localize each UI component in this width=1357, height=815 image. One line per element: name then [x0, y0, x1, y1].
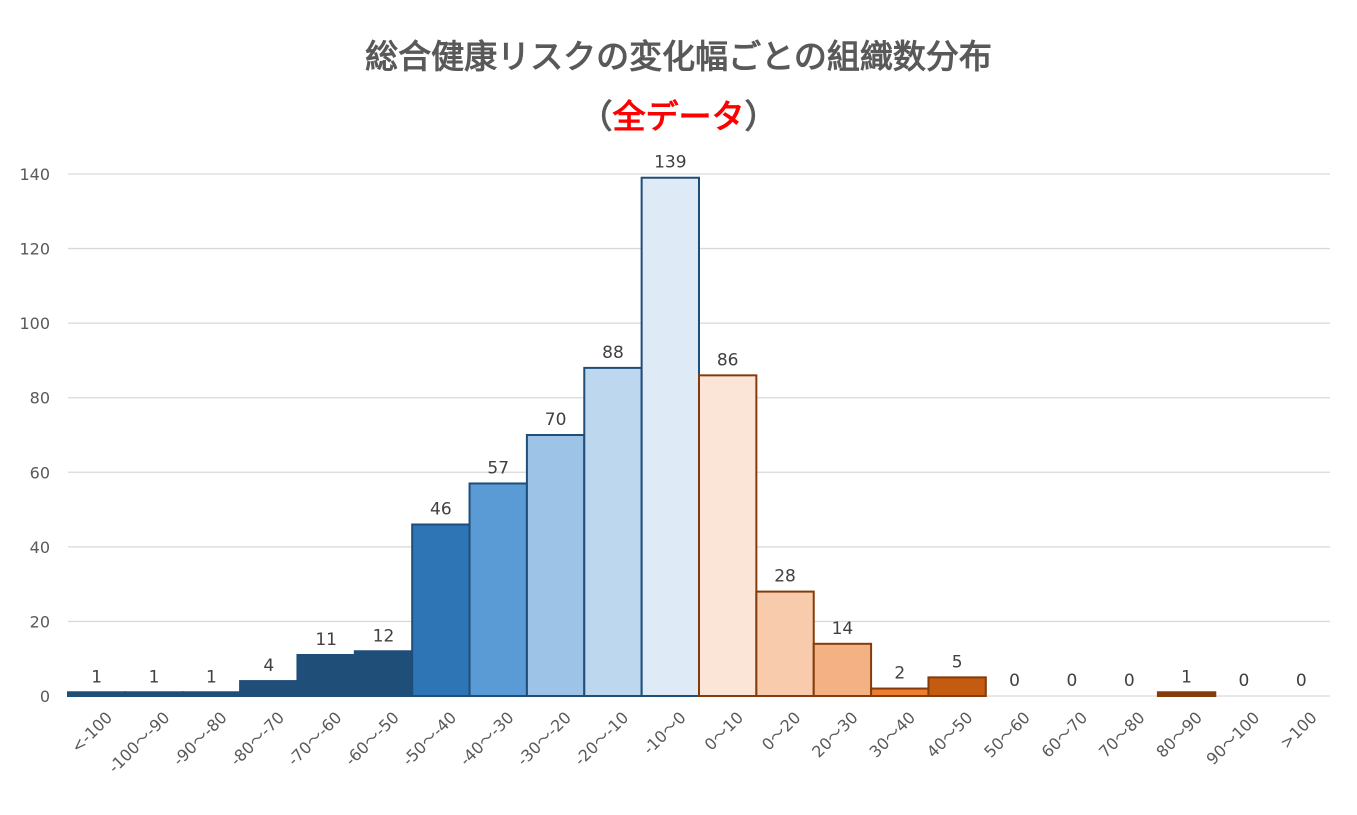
x-tick-label: 30～40	[866, 708, 920, 762]
y-tick-label: 120	[19, 240, 50, 259]
bar	[812, 642, 873, 697]
x-tick-label: -30～-20	[513, 708, 575, 770]
bars	[67, 176, 1217, 698]
y-tick-label: 80	[30, 389, 50, 408]
data-label: 0	[1066, 671, 1077, 691]
data-label: 0	[1009, 671, 1020, 691]
x-tick-label: <-100	[67, 708, 116, 757]
data-label: 1	[1181, 667, 1192, 687]
x-tick-label: -50～-40	[398, 708, 460, 770]
subtitle-highlight: 全データ	[612, 97, 745, 136]
x-tick-label: -40～-30	[456, 708, 518, 770]
data-label: 28	[774, 567, 796, 587]
x-axis-ticks: <-100-100～-90-90～-80-80～-70-70～-60-60～-5…	[67, 708, 1320, 777]
data-label: 1	[206, 667, 217, 687]
data-label: 0	[1296, 671, 1307, 691]
bar	[583, 366, 643, 697]
bar	[698, 374, 758, 697]
x-tick-label: >100	[1276, 708, 1321, 753]
x-tick-label: -20～-10	[571, 708, 633, 770]
x-tick-label: 80～90	[1152, 708, 1206, 762]
bar	[1156, 691, 1217, 697]
bar	[239, 680, 299, 697]
subtitle-open-paren: （	[579, 97, 613, 136]
y-tick-label: 140	[19, 165, 50, 184]
data-label: 14	[832, 619, 854, 639]
data-label: 2	[894, 664, 905, 684]
data-label: 88	[602, 343, 624, 363]
data-label: 5	[952, 652, 963, 672]
bar	[353, 650, 414, 697]
data-label: 57	[487, 458, 509, 478]
chart-subtitle: （全データ）	[0, 90, 1357, 138]
bar	[67, 691, 127, 697]
data-label: 0	[1239, 671, 1250, 691]
bar	[181, 691, 242, 697]
bar	[755, 590, 815, 697]
y-tick-label: 100	[19, 314, 50, 333]
bar	[640, 176, 700, 697]
data-label: 0	[1124, 671, 1135, 691]
x-tick-label: 0～10	[701, 708, 747, 754]
x-tick-label: 90～100	[1203, 708, 1264, 769]
data-label: 139	[654, 153, 686, 173]
x-tick-label: 0～20	[758, 708, 804, 754]
bar	[468, 482, 528, 697]
bar	[927, 676, 987, 697]
bar	[411, 523, 471, 697]
data-label: 46	[430, 499, 452, 519]
data-label: 12	[373, 626, 395, 646]
x-tick-label: -80～-70	[226, 708, 288, 770]
y-tick-label: 40	[30, 538, 50, 557]
chart-title: 総合健康リスクの変化幅ごとの組織数分布	[365, 37, 992, 76]
y-axis-ticks: 0 20 40 60 80 100 120 140	[19, 165, 50, 706]
x-tick-label: 40～50	[923, 708, 977, 762]
data-label: 11	[315, 630, 337, 650]
bar	[124, 691, 184, 697]
x-tick-label: -60～-50	[341, 708, 403, 770]
bar	[296, 653, 356, 698]
y-tick-label: 0	[40, 687, 50, 706]
data-label: 1	[149, 667, 160, 687]
x-tick-label: 70～80	[1095, 708, 1149, 762]
data-label: 1	[91, 667, 102, 687]
x-tick-label: -10～0	[639, 708, 689, 758]
subtitle-close-paren: ）	[744, 97, 778, 136]
y-tick-label: 60	[30, 463, 50, 482]
x-tick-label: 50～60	[980, 708, 1034, 762]
x-tick-label: 60～70	[1038, 708, 1092, 762]
x-tick-label: -100～-90	[104, 708, 173, 777]
x-tick-label: -90～-80	[169, 708, 231, 770]
data-label: 86	[717, 350, 739, 370]
x-tick-label: 20～30	[808, 708, 862, 762]
y-tick-label: 20	[30, 612, 50, 631]
data-label: 70	[545, 410, 567, 430]
bar	[870, 687, 930, 697]
bar	[525, 434, 586, 697]
x-tick-label: -70～-60	[284, 708, 346, 770]
data-label: 4	[263, 656, 274, 676]
